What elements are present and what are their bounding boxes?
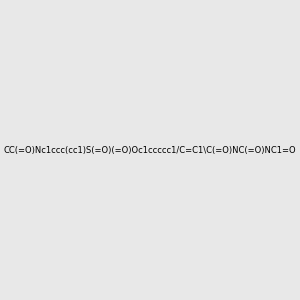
Text: CC(=O)Nc1ccc(cc1)S(=O)(=O)Oc1ccccc1/C=C1\C(=O)NC(=O)NC1=O: CC(=O)Nc1ccc(cc1)S(=O)(=O)Oc1ccccc1/C=C1… (4, 146, 296, 154)
